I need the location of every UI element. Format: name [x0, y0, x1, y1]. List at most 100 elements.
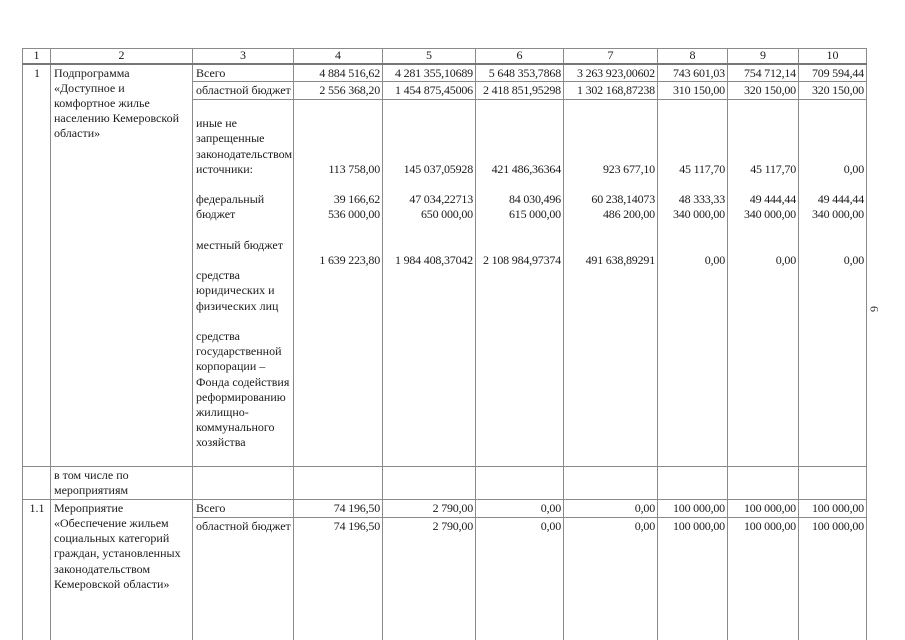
- row1-other-sources: иные не запрещенные законодательством ис…: [23, 99, 867, 467]
- empty-cell: [657, 465, 728, 500]
- value-cell: 0,00: [775, 252, 796, 267]
- value-cell: 709 594,44: [798, 63, 867, 82]
- row1-total-label: Всего: [192, 63, 294, 82]
- value-cell: 340 000,00: [743, 207, 796, 222]
- value-cell: 615 000,00: [508, 207, 561, 222]
- value-cell: 5 648 353,7868: [475, 63, 564, 82]
- row1-number: 1: [22, 63, 51, 467]
- value-cell: 421 486,36364: [491, 161, 562, 176]
- value-cell: 310 150,00: [657, 81, 728, 100]
- value-cell: 536 000,00: [327, 207, 380, 222]
- value-cell: 743 601,03: [657, 63, 728, 82]
- other-sources-values-col5: 145 037,05928 47 034,22713 650 000,00 1 …: [382, 99, 476, 467]
- row1-oblast-budget: областной бюджет 2 556 368,20 1 454 875,…: [23, 81, 867, 100]
- spacer: [659, 101, 725, 162]
- value-cell: 74 196,50: [293, 498, 383, 518]
- value-cell: 0,00: [475, 516, 564, 640]
- value-cell: 45 117,70: [750, 161, 796, 176]
- value-cell: 320 150,00: [798, 81, 867, 100]
- value-cell: 2 108 984,97374: [482, 252, 561, 267]
- row11-measure-name: Мероприятие «Обеспечение жильем социальн…: [50, 498, 193, 640]
- value-cell: 100 000,00: [657, 516, 728, 640]
- other-sources-values-col8: 45 117,70 48 333,33 340 000,00 0,00: [657, 99, 728, 467]
- other-sources-intro: иные не запрещенные законодательством ис…: [196, 116, 293, 176]
- value-cell: 0,00: [704, 252, 725, 267]
- column-header-9: 9: [727, 48, 799, 65]
- column-header-6: 6: [475, 48, 564, 65]
- value-cell: 39 166,62: [333, 192, 380, 207]
- value-cell: 4 884 516,62: [293, 63, 383, 82]
- spacer: [800, 101, 864, 162]
- spacer: [384, 101, 473, 162]
- row11-oblast-budget: областной бюджет 74 196,50 2 790,00 0,00…: [23, 516, 867, 640]
- column-header-3: 3: [192, 48, 294, 65]
- value-cell: 4 281 355,10689: [382, 63, 476, 82]
- column-header-1: 1: [22, 48, 51, 65]
- page-number: 9: [867, 306, 881, 312]
- value-cell: 1 302 168,87238: [563, 81, 658, 100]
- value-cell: 1 454 875,45006: [382, 81, 476, 100]
- row1-oblast-label: областной бюджет: [192, 81, 294, 100]
- local-budget-label: местный бюджет: [196, 237, 283, 252]
- column-header-row: 1 2 3 4 5 6 7 8 9 10: [22, 48, 867, 65]
- value-cell: 754 712,14: [727, 63, 799, 82]
- empty-cell: [475, 465, 564, 500]
- subtotal-label: в том числе по мероприятиям: [50, 465, 193, 500]
- value-cell: 0,00: [563, 516, 658, 640]
- value-cell: 45 117,70: [679, 161, 725, 176]
- value-cell: 0,00: [843, 161, 864, 176]
- value-cell: 100 000,00: [727, 498, 799, 518]
- other-sources-values-col10: 0,00 49 444,44 340 000,00 0,00: [798, 99, 867, 467]
- subtotal-header-row: в том числе по мероприятиям: [22, 465, 867, 500]
- value-cell: 491 638,89291: [585, 252, 656, 267]
- spacer: [729, 101, 796, 162]
- value-cell: 2 556 368,20: [293, 81, 383, 100]
- value-cell: 0,00: [563, 498, 658, 518]
- spacer: [565, 101, 655, 162]
- column-header-5: 5: [382, 48, 476, 65]
- value-cell: 1 639 223,80: [319, 252, 380, 267]
- column-header-10: 10: [798, 48, 867, 65]
- value-cell: 3 263 923,00602: [563, 63, 658, 82]
- other-sources-values-col7: 923 677,10 60 238,14073 486 200,00 491 6…: [563, 99, 658, 467]
- row11-total: 1.1 Мероприятие «Обеспечение жильем соци…: [22, 498, 867, 640]
- row1-subprogram-name: Подпрограмма «Доступное и комфортное жил…: [50, 63, 193, 467]
- value-cell: 100 000,00: [657, 498, 728, 518]
- row1-total: 1 Подпрограмма «Доступное и комфортное ж…: [22, 63, 867, 467]
- budget-table: 1 2 3 4 5 6 7 8 9 10 1 Подпрограмма «Дос…: [22, 48, 867, 640]
- spacer: [295, 101, 380, 162]
- other-sources-values-col6: 421 486,36364 84 030,496 615 000,00 2 10…: [475, 99, 564, 467]
- value-cell: 0,00: [475, 498, 564, 518]
- value-cell: 650 000,00: [420, 207, 473, 222]
- value-cell: 100 000,00: [798, 516, 867, 640]
- value-cell: 100 000,00: [727, 516, 799, 640]
- value-cell: 113 758,00: [328, 161, 380, 176]
- value-cell: 49 444,44: [749, 192, 796, 207]
- value-cell: 60 238,14073: [591, 192, 655, 207]
- column-header-4: 4: [293, 48, 383, 65]
- value-cell: 47 034,22713: [409, 192, 473, 207]
- empty-cell: [293, 465, 383, 500]
- value-cell: 486 200,00: [602, 207, 655, 222]
- empty-cell: [563, 465, 658, 500]
- private-funds-label: средства юридических и физических лиц: [196, 268, 279, 313]
- empty-cell: [192, 465, 294, 500]
- value-cell: 320 150,00: [727, 81, 799, 100]
- value-cell: 48 333,33: [678, 192, 725, 207]
- column-header-8: 8: [657, 48, 728, 65]
- value-cell: 84 030,496: [508, 192, 561, 207]
- value-cell: 2 418 851,95298: [475, 81, 564, 100]
- column-header-2: 2: [50, 48, 193, 65]
- other-sources-values-col9: 45 117,70 49 444,44 340 000,00 0,00: [727, 99, 799, 467]
- row11-number: 1.1: [22, 498, 51, 640]
- value-cell: 340 000,00: [672, 207, 725, 222]
- empty-cell: [22, 465, 51, 500]
- value-cell: 49 444,44: [817, 192, 864, 207]
- value-cell: 0,00: [843, 252, 864, 267]
- federal-budget-label: федеральный бюджет: [196, 192, 265, 222]
- value-cell: 2 790,00: [382, 516, 476, 640]
- row11-oblast-label: областной бюджет: [192, 516, 294, 640]
- column-header-7: 7: [563, 48, 658, 65]
- value-cell: 100 000,00: [798, 498, 867, 518]
